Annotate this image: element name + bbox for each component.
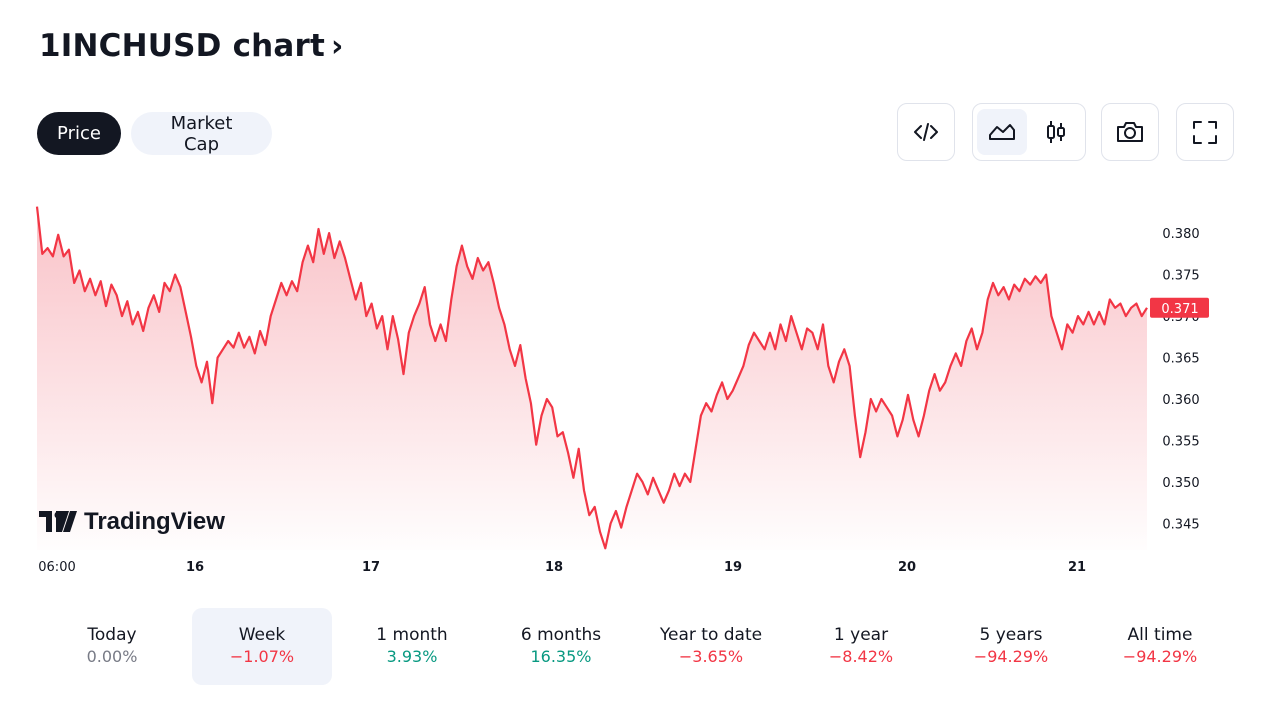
period-selector: Today 0.00% Week −1.07% 1 month 3.93% 6 months… [0, 608, 1280, 686]
last-price-label: 0.371 [1161, 302, 1198, 317]
period-week[interactable]: Week −1.07% [192, 608, 332, 685]
tradingview-logo-dot [54, 511, 62, 519]
y-tick-label: 0.365 [1162, 352, 1199, 367]
period-change: 3.93% [386, 647, 438, 666]
x-tick-label: 06:00 [38, 560, 75, 575]
y-tick-label: 0.350 [1162, 476, 1199, 491]
embed-button[interactable] [897, 103, 955, 161]
period-change: 0.00% [86, 647, 138, 666]
candles-style-button[interactable] [1031, 109, 1081, 155]
price-area-fill [37, 206, 1147, 550]
period-change: −94.29% [973, 647, 1049, 666]
x-tick-label: 17 [362, 560, 380, 575]
chevron-right-icon: › [331, 28, 344, 64]
period-change: −3.65% [678, 647, 744, 666]
tab-market-cap[interactable]: Market Cap [131, 112, 272, 155]
period-label: 1 month [376, 625, 448, 645]
area-style-button[interactable] [977, 109, 1027, 155]
last-price-badge: 0.371 [1150, 297, 1209, 318]
period-year-to-date[interactable]: Year to date −3.65% [641, 608, 781, 685]
area-chart-icon [989, 124, 1015, 140]
period-label: 1 year [833, 625, 889, 645]
x-tick-label: 21 [1068, 560, 1086, 575]
y-tick-label: 0.355 [1162, 435, 1199, 450]
x-tick-label: 18 [545, 560, 563, 575]
page-title[interactable]: 1INCHUSD chart › [39, 28, 344, 64]
period-label: All time [1127, 625, 1193, 645]
period-label: 5 years [979, 625, 1043, 645]
period-change: −1.07% [229, 647, 295, 666]
period-change: 16.35% [530, 647, 592, 666]
y-tick-label: 0.375 [1162, 269, 1199, 284]
code-icon [914, 123, 938, 141]
x-axis: 06:00 16 17 18 19 20 21 [38, 560, 1086, 575]
candlestick-icon [1047, 121, 1065, 143]
period-1-year[interactable]: 1 year −8.42% [791, 608, 931, 685]
period-1-month[interactable]: 1 month 3.93% [342, 608, 482, 685]
period-label: 6 months [520, 625, 602, 645]
period-label: Year to date [659, 625, 763, 645]
tradingview-watermark: TradingView [39, 508, 225, 535]
price-chart[interactable]: 0.3800.3750.3700.3650.3600.3550.3500.345… [0, 170, 1280, 590]
x-tick-label: 20 [898, 560, 916, 575]
tradingview-logo-mark [63, 511, 77, 532]
camera-icon [1117, 122, 1143, 142]
fullscreen-button[interactable] [1176, 103, 1234, 161]
tradingview-logo-icon [39, 511, 69, 532]
snapshot-button[interactable] [1101, 103, 1159, 161]
page-title-text: 1INCHUSD chart [39, 28, 326, 64]
y-tick-label: 0.345 [1162, 518, 1199, 533]
last-price-badge-bg [1150, 297, 1209, 318]
period-change: −94.29% [1122, 647, 1198, 666]
period-all-time[interactable]: All time −94.29% [1090, 608, 1230, 685]
price-line [35, 206, 1148, 550]
period-change: −8.42% [828, 647, 894, 666]
tradingview-wordmark: TradingView [84, 508, 225, 535]
period-5-years[interactable]: 5 years −94.29% [941, 608, 1081, 685]
fullscreen-icon [1193, 121, 1217, 144]
chart-style-group [972, 103, 1086, 161]
y-tick-label: 0.380 [1162, 227, 1199, 242]
x-tick-label: 16 [186, 560, 204, 575]
y-tick-label: 0.360 [1162, 393, 1199, 408]
period-label: Today [87, 625, 137, 645]
tab-price[interactable]: Price [37, 112, 121, 155]
period-today[interactable]: Today 0.00% [42, 608, 182, 685]
period-6-months[interactable]: 6 months 16.35% [491, 608, 631, 685]
period-label: Week [238, 625, 286, 645]
x-tick-label: 19 [724, 560, 742, 575]
